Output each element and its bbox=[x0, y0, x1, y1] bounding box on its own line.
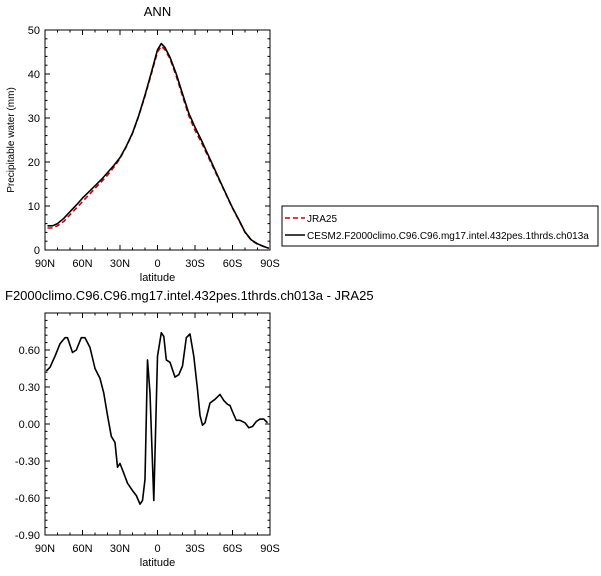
plot-frame bbox=[44, 29, 271, 251]
legend-label: JRA25 bbox=[307, 214, 337, 225]
x-tick-label: 30S bbox=[185, 258, 205, 270]
x-tick-label: 30N bbox=[110, 258, 130, 270]
y-axis-label: Precipitable water (mm) bbox=[6, 87, 17, 193]
plot-frame bbox=[44, 312, 271, 536]
series-line-difference bbox=[45, 331, 269, 505]
x-tick-label: 30S bbox=[185, 543, 205, 555]
y-tick-label: 20 bbox=[28, 157, 40, 169]
x-tick-label: 60S bbox=[223, 543, 243, 555]
y-tick-label: 50 bbox=[28, 25, 40, 37]
difference-panel: F2000climo.C96.C96.mg17.intel.432pes.1th… bbox=[2, 288, 374, 569]
x-tick-label: 90N bbox=[35, 543, 55, 555]
x-tick-label: 90N bbox=[35, 258, 55, 270]
legend-box bbox=[281, 205, 599, 247]
y-tick-label: -0.60 bbox=[15, 493, 40, 505]
y-tick-label: 0 bbox=[34, 245, 40, 257]
y-tick-label: 0.60 bbox=[19, 345, 40, 357]
x-tick-label: 60N bbox=[72, 258, 92, 270]
chart-title: F2000climo.C96.C96.mg17.intel.432pes.1th… bbox=[5, 288, 374, 303]
x-axis-label: latitude bbox=[140, 557, 175, 569]
x-tick-label: 30N bbox=[110, 543, 130, 555]
y-tick-label: 40 bbox=[28, 69, 40, 81]
x-tick-label: 60N bbox=[72, 543, 92, 555]
chart-title: ANN bbox=[144, 4, 171, 19]
y-tick-label: 10 bbox=[28, 201, 40, 213]
x-tick-label: 90S bbox=[260, 258, 280, 270]
x-axis-label: latitude bbox=[140, 272, 175, 284]
y-tick-label: 0.30 bbox=[19, 382, 40, 394]
legend: JRA25 CESM2.F2000climo.C96.C96.mg17.intel… bbox=[281, 205, 599, 247]
x-tick-label: 0 bbox=[154, 543, 160, 555]
legend-label: CESM2.F2000climo.C96.C96.mg17.intel.432p… bbox=[307, 231, 589, 242]
y-tick-label: -0.30 bbox=[15, 456, 40, 468]
mean-panel: ANN 90N 60N 30N 0 30S 60S 90S 0 10 20 30 40 50 latitud… bbox=[6, 4, 280, 284]
y-axis-label: Precipitable water (mm) bbox=[2, 371, 13, 477]
series-line-cesm2 bbox=[47, 42, 270, 249]
x-tick-label: 0 bbox=[154, 258, 160, 270]
x-tick-label: 60S bbox=[223, 258, 243, 270]
y-tick-label: 0.00 bbox=[19, 419, 40, 431]
y-tick-label: 30 bbox=[28, 113, 40, 125]
x-tick-label: 90S bbox=[260, 543, 280, 555]
y-tick-label: -0.90 bbox=[15, 530, 40, 542]
series-line-jra25 bbox=[47, 45, 270, 249]
